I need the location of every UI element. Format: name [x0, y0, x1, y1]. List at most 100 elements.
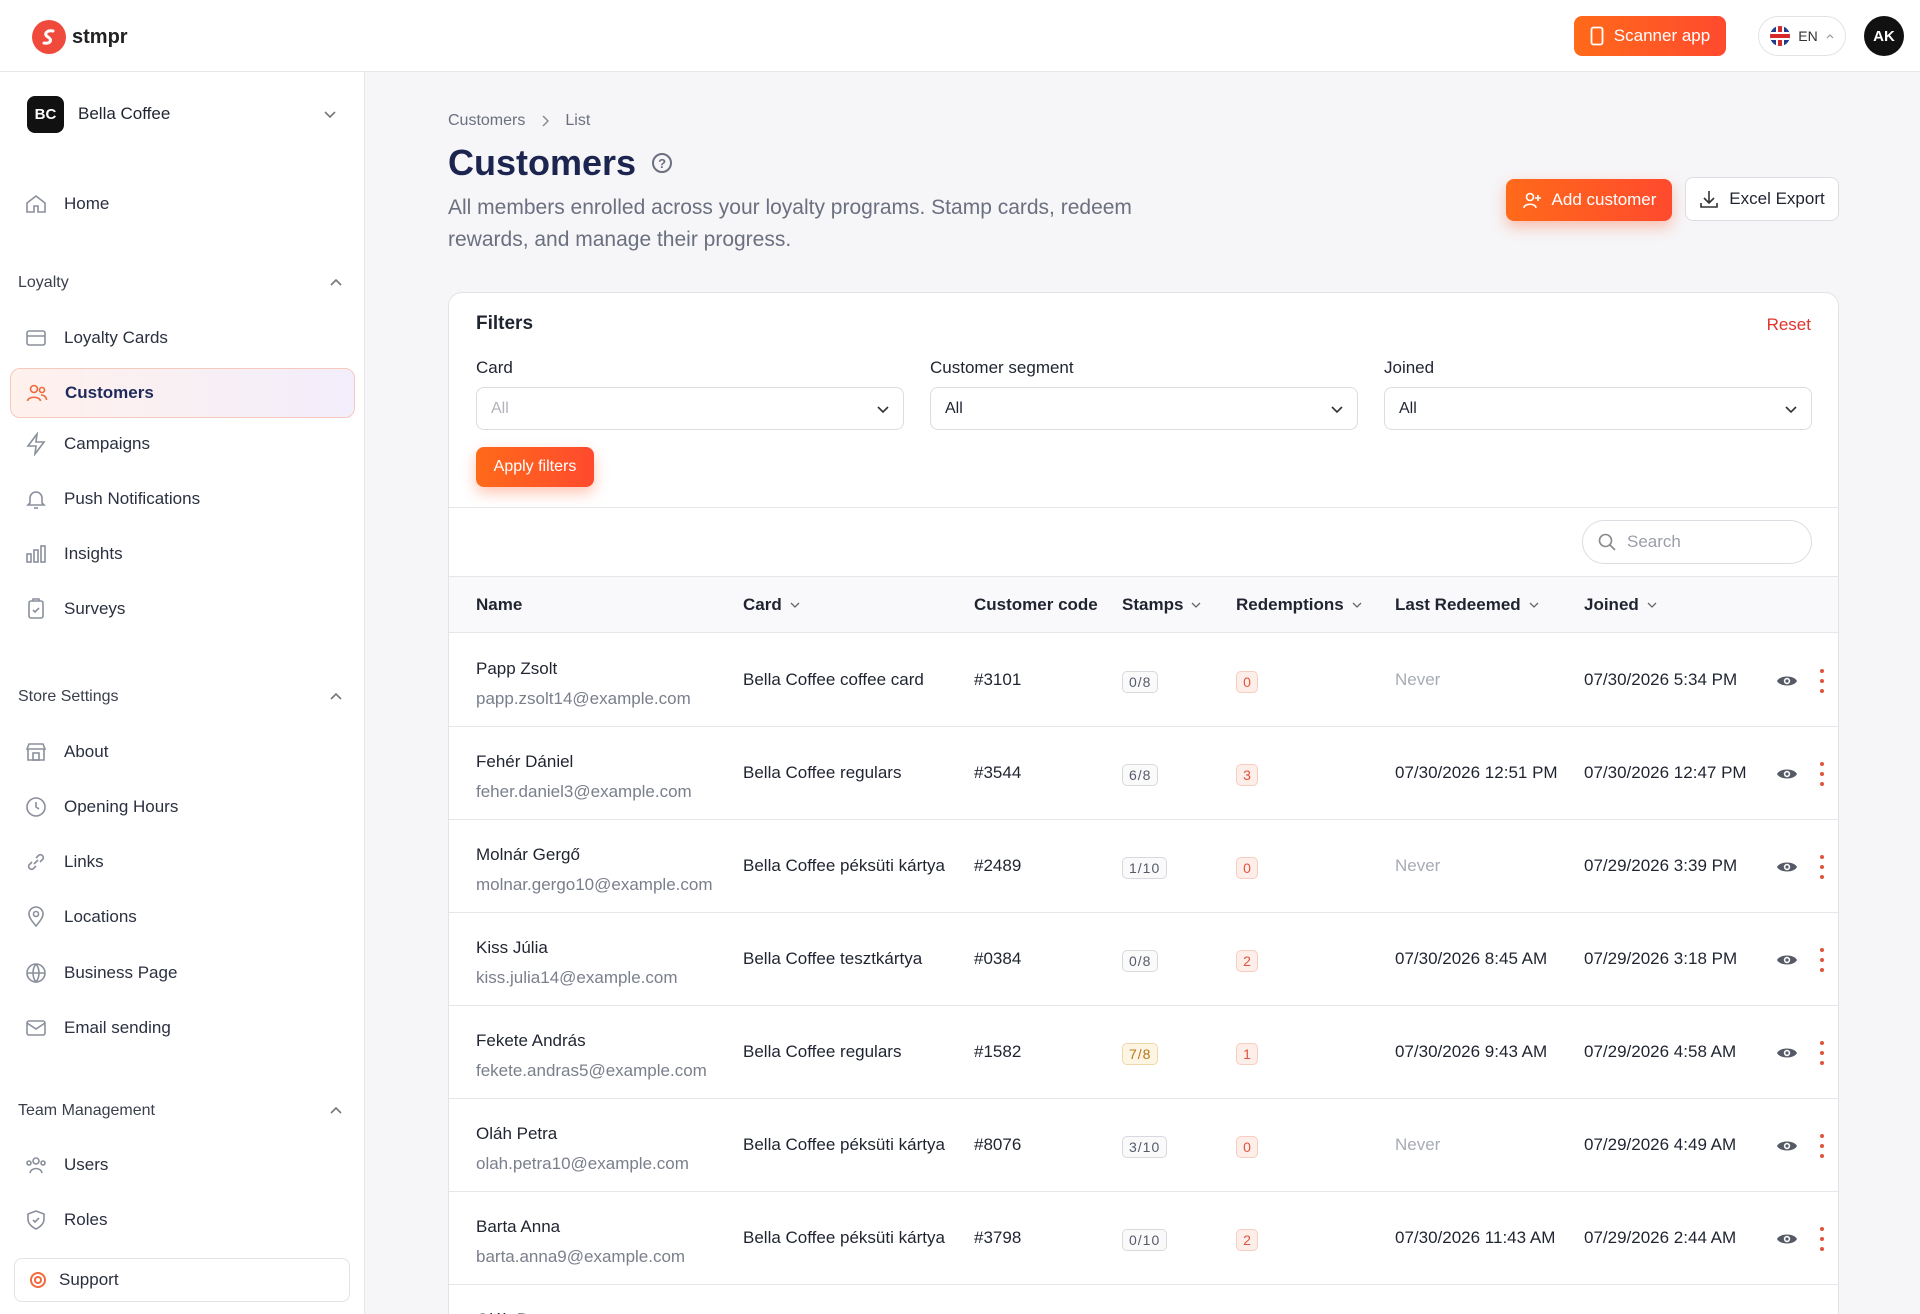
sidebar-item-roles[interactable]: Roles: [10, 1195, 355, 1245]
table-row[interactable]: Barta Anna barta.anna9@example.com Bella C…: [449, 1192, 1838, 1285]
table-row[interactable]: Molnár Gergő molnar.gergo10@example.com Be…: [449, 820, 1838, 913]
sidebar-item-email-sending[interactable]: Email sending: [10, 1003, 355, 1053]
globe-icon: [26, 963, 46, 984]
joined-date: 07/29/2026 3:18 PM: [1584, 949, 1738, 968]
sidebar-item-about[interactable]: About: [10, 727, 355, 777]
column-joined[interactable]: Joined: [1584, 595, 1657, 615]
customer-name[interactable]: Barta Anna: [476, 1217, 561, 1236]
table-row[interactable]: Fehér Dániel feher.daniel3@example.com Bel…: [449, 727, 1838, 820]
customer-name[interactable]: Papp Zsolt: [476, 659, 558, 678]
sidebar-item-surveys[interactable]: Surveys: [10, 584, 355, 634]
card-filter-select[interactable]: All: [476, 387, 904, 430]
page-title: Customers: [448, 142, 637, 183]
customer-code: #1582: [974, 1042, 1022, 1061]
column-redemptions[interactable]: Redemptions: [1236, 595, 1362, 615]
more-options-icon[interactable]: [1819, 1134, 1825, 1158]
view-eye-icon[interactable]: [1775, 669, 1799, 693]
customer-name[interactable]: Oláh Petra: [476, 1124, 558, 1143]
view-eye-icon[interactable]: [1775, 762, 1799, 786]
view-eye-icon[interactable]: [1775, 1227, 1799, 1251]
sidebar-item-business-page[interactable]: Business Page: [10, 948, 355, 998]
shield-icon: [27, 1210, 45, 1230]
sidebar-item-loyalty-cards[interactable]: Loyalty Cards: [10, 313, 355, 363]
sidebar-item-locations[interactable]: Locations: [10, 892, 355, 942]
view-eye-icon[interactable]: [1775, 855, 1799, 879]
logo[interactable]: stmpr: [32, 20, 128, 54]
home-icon: [26, 194, 46, 213]
brand-name: stmpr: [72, 25, 128, 48]
chevron-up-icon: [330, 692, 342, 700]
customer-name[interactable]: Molnár Gergő: [476, 845, 580, 864]
section-team-management[interactable]: Team Management: [18, 1102, 343, 1120]
stamps-badge: 3/10: [1122, 1136, 1168, 1158]
chevron-up-icon: [330, 1106, 342, 1114]
language-selector[interactable]: EN: [1758, 16, 1846, 56]
column-stamps[interactable]: Stamps: [1122, 595, 1201, 615]
chevron-down-icon: [324, 111, 336, 119]
more-options-icon[interactable]: [1819, 948, 1825, 972]
user-avatar[interactable]: AK: [1864, 16, 1904, 56]
customer-name[interactable]: Fekete András: [476, 1031, 586, 1050]
redemptions-badge: 2: [1236, 1229, 1258, 1251]
organization-switcher[interactable]: BC Bella Coffee: [27, 94, 337, 134]
sort-chevron-icon: [1647, 602, 1657, 608]
sidebar-item-label: Business Page: [64, 963, 178, 982]
apply-filters-button[interactable]: Apply filters: [476, 447, 594, 487]
customer-code: #2489: [974, 856, 1022, 875]
section-loyalty[interactable]: Loyalty: [18, 274, 343, 292]
table-row[interactable]: Fekete András fekete.andras5@example.com B…: [449, 1006, 1838, 1099]
sidebar-item-opening-hours[interactable]: Opening Hours: [10, 782, 355, 832]
lifebuoy-icon: [30, 1272, 46, 1288]
sidebar-item-push-notifications[interactable]: Push Notifications: [10, 474, 355, 524]
sidebar-item-customers[interactable]: Customers: [10, 368, 355, 418]
joined-filter-select[interactable]: All: [1384, 387, 1812, 430]
sidebar-item-label: Roles: [64, 1210, 108, 1229]
sidebar: BC Bella Coffee Home Loyalty Loyalty Car…: [0, 72, 365, 1314]
customer-email: olah.petra10@example.com: [476, 1154, 689, 1173]
more-options-icon[interactable]: [1819, 762, 1825, 786]
more-options-icon[interactable]: [1819, 669, 1825, 693]
search-input[interactable]: Search: [1582, 520, 1812, 564]
last-redeemed: Never: [1395, 856, 1441, 875]
excel-export-button[interactable]: Excel Export: [1685, 177, 1839, 221]
support-button[interactable]: Support: [14, 1258, 350, 1302]
sidebar-item-users[interactable]: Users: [10, 1140, 355, 1190]
sidebar-item-campaigns[interactable]: Campaigns: [10, 419, 355, 469]
column-label: Redemptions: [1236, 595, 1344, 614]
more-options-icon[interactable]: [1819, 1041, 1825, 1065]
table-row[interactable]: Kiss Júlia kiss.julia14@example.com Bella …: [449, 913, 1838, 1006]
chevron-down-icon: [1331, 405, 1343, 413]
help-icon[interactable]: ?: [652, 153, 673, 173]
table-row[interactable]: Oláh Petra: [449, 1285, 1838, 1314]
column-last-redeemed[interactable]: Last Redeemed: [1395, 595, 1539, 615]
joined-date: 07/29/2026 3:39 PM: [1584, 856, 1738, 875]
customer-name[interactable]: Kiss Júlia: [476, 938, 548, 957]
sidebar-item-links[interactable]: Links: [10, 837, 355, 887]
more-options-icon[interactable]: [1819, 855, 1825, 879]
customer-code: #3101: [974, 670, 1022, 689]
breadcrumb-customers[interactable]: Customers: [448, 112, 526, 129]
logo-icon: [32, 20, 66, 54]
sidebar-item-insights[interactable]: Insights: [10, 529, 355, 579]
joined-date: 07/29/2026 2:44 AM: [1584, 1228, 1737, 1247]
customer-card: Bella Coffee regulars: [743, 763, 902, 782]
mail-icon: [26, 1020, 46, 1036]
table-row[interactable]: Oláh Petra olah.petra10@example.com Bella …: [449, 1099, 1838, 1192]
table-row[interactable]: Papp Zsolt papp.zsolt14@example.com Bella …: [449, 634, 1838, 727]
column-card[interactable]: Card: [743, 595, 800, 615]
view-eye-icon[interactable]: [1775, 948, 1799, 972]
redemptions-badge: 1: [1236, 1043, 1258, 1065]
segment-filter-select[interactable]: All: [930, 387, 1358, 430]
view-eye-icon[interactable]: [1775, 1041, 1799, 1065]
customer-name[interactable]: Fehér Dániel: [476, 752, 574, 771]
more-options-icon[interactable]: [1819, 1227, 1825, 1251]
scanner-app-button[interactable]: Scanner app: [1574, 16, 1726, 56]
user-plus-icon: [1522, 192, 1541, 209]
section-store-settings[interactable]: Store Settings: [18, 688, 343, 706]
reset-filters-link[interactable]: Reset: [1766, 315, 1811, 334]
customer-code: #8076: [974, 1135, 1022, 1154]
view-eye-icon[interactable]: [1775, 1134, 1799, 1158]
add-customer-button[interactable]: Add customer: [1506, 179, 1672, 221]
sidebar-item-home[interactable]: Home: [10, 179, 355, 229]
customer-name[interactable]: Oláh Petra: [476, 1310, 557, 1314]
